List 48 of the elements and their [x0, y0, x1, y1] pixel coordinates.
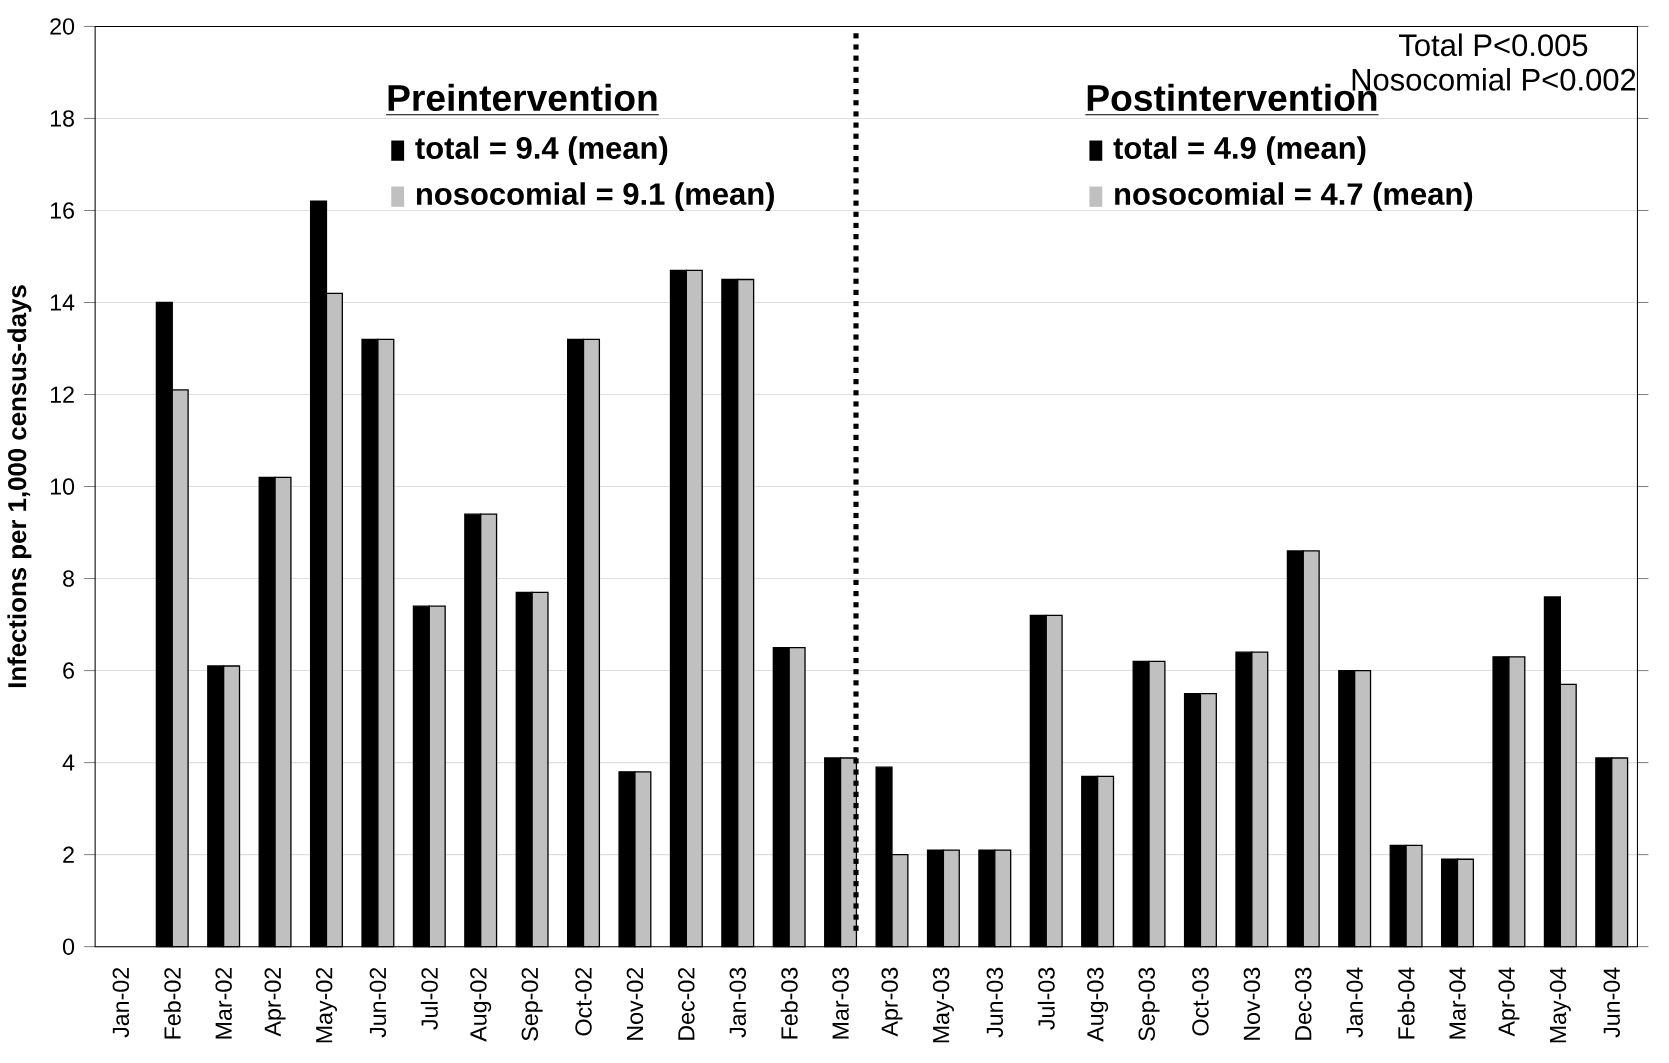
annotation: total = 4.9 (mean) — [1113, 136, 1366, 166]
y-tick-label: 16 — [50, 202, 74, 219]
x-tick-label: May-02 — [315, 968, 337, 1043]
x-tick-label: Apr-04 — [1498, 967, 1520, 1037]
x-tick-label: Nov-02 — [626, 968, 644, 1040]
x-tick-label: Nov-03 — [1243, 967, 1261, 1040]
x-tick-label: May-03 — [932, 967, 954, 1043]
x-tick-label: Jun-02 — [369, 968, 387, 1038]
annotation: Preintervention — [388, 83, 657, 112]
y-tick-label: 12 — [50, 386, 74, 403]
x-tick-label: Feb-03 — [780, 967, 798, 1039]
x-tick-label: Jan-02 — [112, 968, 130, 1038]
x-tick-label: Jan-04 — [1346, 967, 1363, 1038]
x-tick-label: May-04 — [1549, 967, 1571, 1043]
annotation: Total P<0.005 — [1399, 33, 1588, 57]
x-tick-label: Sep-03 — [1138, 967, 1160, 1041]
x-tick-label: Jun-03 — [986, 967, 1004, 1038]
y-tick-label: 8 — [63, 570, 74, 587]
annotation: nosocomial = 4.7 (mean) — [1115, 182, 1473, 212]
y-tick-label: 4 — [62, 754, 75, 771]
y-tick-label: 6 — [63, 662, 74, 679]
annotation: nosocomial = 9.1 (mean) — [416, 182, 774, 212]
y-tick-label: 10 — [50, 478, 75, 495]
x-tick-label: Feb-04 — [1397, 967, 1415, 1039]
y-tick-label: 2 — [63, 846, 74, 863]
x-tick-label: Aug-02 — [470, 968, 492, 1042]
x-tick-label: Aug-03 — [1087, 967, 1109, 1042]
annotation: total = 9.4 (mean) — [415, 136, 668, 166]
y-tick-label: 18 — [50, 110, 74, 127]
x-tick-label: Mar-04 — [1449, 967, 1466, 1039]
x-tick-label: Jul-03 — [1037, 967, 1055, 1030]
x-tick-label: Sep-02 — [521, 968, 543, 1041]
x-tick-label: Apr-03 — [881, 967, 903, 1037]
x-tick-label: Oct-02 — [575, 968, 592, 1036]
x-tick-label: Oct-03 — [1192, 967, 1209, 1036]
x-tick-label: Mar-02 — [215, 968, 232, 1039]
y-tick-label: 20 — [50, 18, 75, 35]
x-tick-label: Jan-03 — [729, 967, 746, 1038]
x-tick-label: Dec-02 — [678, 968, 695, 1040]
x-tick-label: Jul-02 — [420, 968, 438, 1030]
x-tick-label: Mar-03 — [832, 967, 849, 1039]
y-tick-label: 0 — [62, 938, 75, 956]
x-tick-label: Dec-03 — [1295, 967, 1312, 1040]
y-axis-title: Infections per 1,000 census-days — [7, 285, 32, 688]
x-tick-label: Apr-02 — [264, 968, 286, 1037]
y-tick-label: 14 — [50, 294, 75, 311]
x-tick-label: Feb-02 — [163, 968, 181, 1039]
x-tick-label: Jun-04 — [1603, 967, 1620, 1038]
